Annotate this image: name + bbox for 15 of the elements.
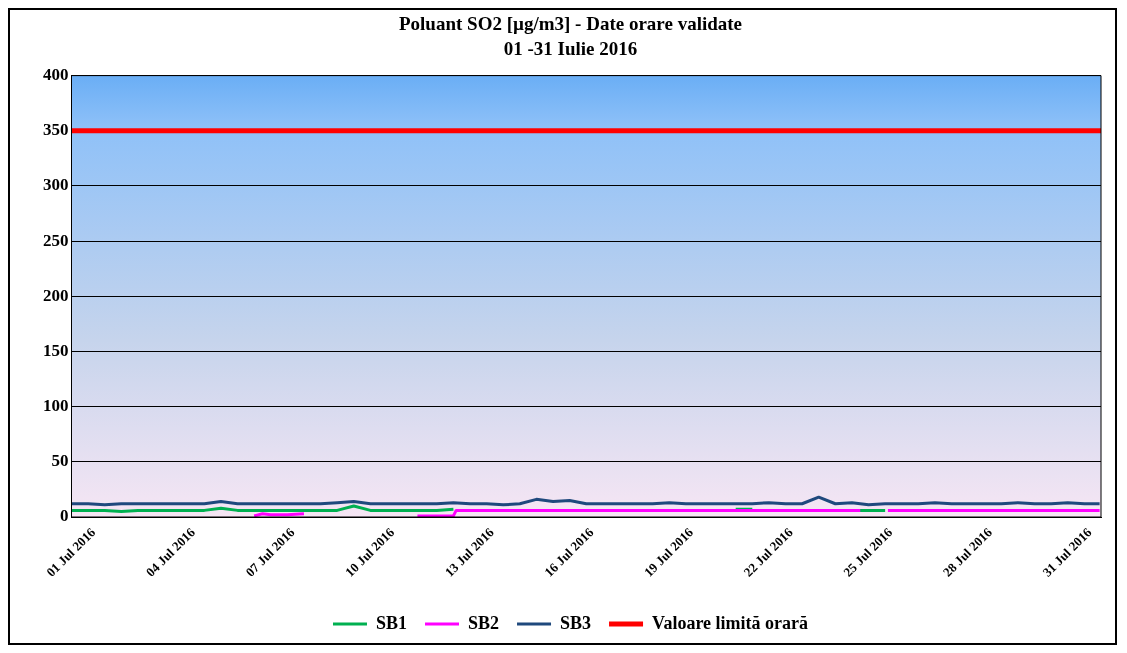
- y-tick-label: 400: [43, 64, 69, 84]
- legend-label: Valoare limită orară: [652, 612, 809, 633]
- chart-title: Poluant SO2 [µg/m3] - Date orare validate: [398, 13, 743, 35]
- legend-label: SB3: [560, 612, 592, 633]
- y-tick-label: 350: [43, 120, 69, 140]
- y-tick-label: 200: [43, 285, 69, 305]
- y-tick-label: 300: [43, 175, 69, 195]
- legend-label: SB2: [468, 612, 500, 633]
- chart-subtitle: 01 -31 Iulie 2016: [503, 38, 638, 60]
- y-tick-label: 150: [43, 340, 69, 360]
- y-tick-label: 0: [60, 506, 69, 526]
- legend-label: SB1: [375, 612, 408, 633]
- y-tick-label: 50: [51, 451, 69, 471]
- y-tick-label: 250: [43, 230, 69, 250]
- y-tick-label: 100: [43, 396, 69, 416]
